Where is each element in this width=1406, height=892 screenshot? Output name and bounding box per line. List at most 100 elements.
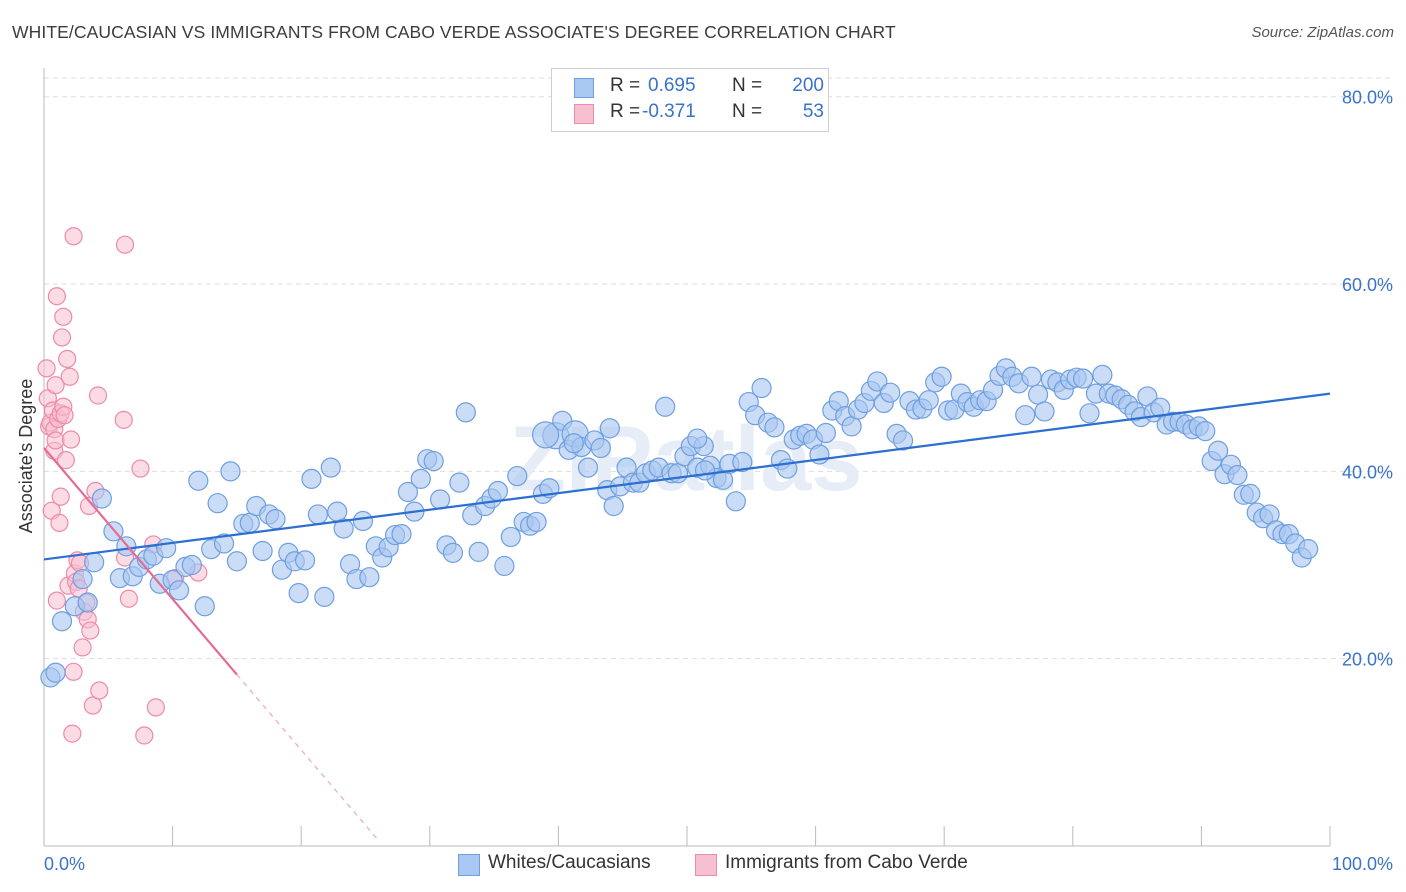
y-tick-label: 80.0% [1342, 88, 1393, 108]
legend-n-value: 200 [792, 75, 824, 96]
whites-point [84, 552, 105, 573]
cabo-verde-trend-extension [236, 674, 379, 841]
whites-point [181, 554, 202, 576]
whites-point [265, 509, 286, 530]
y-axis-label: Associate's Degree [16, 379, 36, 534]
cabo-verde-point [73, 638, 92, 657]
cabo-verde-point [88, 386, 108, 405]
bottom-legend-label-cabo-verde: Immigrants from Cabo Verde [725, 852, 968, 873]
bottom-legend-swatch-pink [695, 854, 717, 876]
legend-r-value: -0.371 [642, 101, 696, 122]
whites-point [352, 510, 374, 532]
whites-point [1092, 364, 1113, 385]
whites-point [1034, 401, 1055, 422]
whites-point [732, 451, 753, 473]
cabo-verde-point [46, 431, 65, 450]
cabo-verde-point [119, 589, 138, 608]
whites-point [1072, 368, 1094, 389]
whites-point [168, 580, 190, 601]
y-tick-label: 60.0% [1342, 275, 1393, 295]
x-tick-label: 0.0% [44, 854, 85, 874]
whites-point [599, 418, 620, 439]
cabo-verde-point [60, 367, 79, 386]
whites-point [1079, 403, 1100, 424]
cabo-verde-trend-line [43, 447, 238, 676]
tick-labels: 20.0% 40.0% 60.0% 80.0% 0.0% 100.0% [44, 88, 1393, 874]
whites-point [320, 457, 341, 478]
y-tick-label: 20.0% [1342, 650, 1393, 670]
whites-point [494, 555, 515, 577]
whites-point [307, 504, 329, 525]
cabo-verde-point [47, 287, 66, 306]
whites-point [1298, 539, 1319, 560]
cabo-verde-point [146, 698, 165, 717]
whites-point [1021, 366, 1042, 387]
whites-point [333, 518, 354, 539]
whites-point [931, 366, 952, 387]
legend-r-label: R = [610, 75, 641, 96]
whites-point [590, 437, 611, 459]
cabo-verde-point [47, 591, 66, 610]
cabo-verde-point [54, 307, 73, 326]
whites-point [188, 470, 209, 491]
legend-swatch-pink [574, 104, 594, 124]
cabo-verde-point [50, 513, 69, 532]
whites-point [526, 511, 547, 533]
whites-point [239, 512, 260, 533]
whites-point [252, 540, 273, 562]
whites-point [603, 495, 624, 517]
whites-point [207, 493, 228, 514]
whites-point [751, 377, 772, 399]
whites-point [1015, 405, 1036, 426]
cabo-verde-point [56, 451, 75, 470]
blue-series-points [40, 358, 1319, 688]
whites-point [1240, 483, 1261, 504]
whites-point [301, 468, 322, 489]
whites-point [213, 533, 235, 554]
cabo-verde-point [51, 487, 70, 506]
whites-point [294, 550, 316, 571]
whites-point [194, 596, 215, 617]
whites-point [468, 541, 489, 563]
whites-point [288, 583, 309, 604]
cabo-verde-point [46, 376, 65, 395]
cabo-verde-point [37, 359, 56, 378]
legend-r-label: R = [610, 101, 641, 122]
whites-point [359, 567, 380, 588]
whites-point [410, 468, 431, 489]
whites-point [880, 382, 901, 403]
whites-point [500, 526, 521, 548]
whites-point [1208, 440, 1229, 461]
y-tick-label: 40.0% [1342, 462, 1393, 482]
bottom-legend-label-whites: Whites/Caucasians [488, 852, 651, 873]
cabo-verde-point [58, 349, 77, 369]
legend-n-label: N = [732, 101, 763, 122]
whites-point [91, 488, 112, 509]
cabo-verde-point [83, 696, 102, 715]
legend-n-value: 53 [802, 101, 824, 122]
whites-point [563, 433, 584, 454]
cabo-verde-point [64, 227, 83, 246]
whites-point [442, 542, 464, 563]
whites-point [397, 481, 419, 503]
whites-point [423, 450, 444, 472]
cabo-verde-point [52, 328, 72, 347]
cabo-verde-point [135, 726, 154, 745]
whites-point [429, 489, 451, 510]
cabo-verde-point [64, 662, 83, 681]
whites-point [841, 416, 862, 437]
whites-point [220, 461, 241, 482]
whites-point [507, 465, 528, 487]
grid-layer [44, 77, 1394, 660]
whites-point [577, 457, 599, 478]
whites-point [226, 551, 247, 572]
x-tick-label: 100.0% [1332, 854, 1393, 874]
legend-n-label: N = [732, 75, 763, 96]
whites-point [687, 428, 708, 449]
trend-layer [43, 392, 1331, 841]
whites-point [892, 430, 914, 451]
whites-point [1027, 384, 1049, 405]
cabo-verde-point [61, 430, 81, 449]
